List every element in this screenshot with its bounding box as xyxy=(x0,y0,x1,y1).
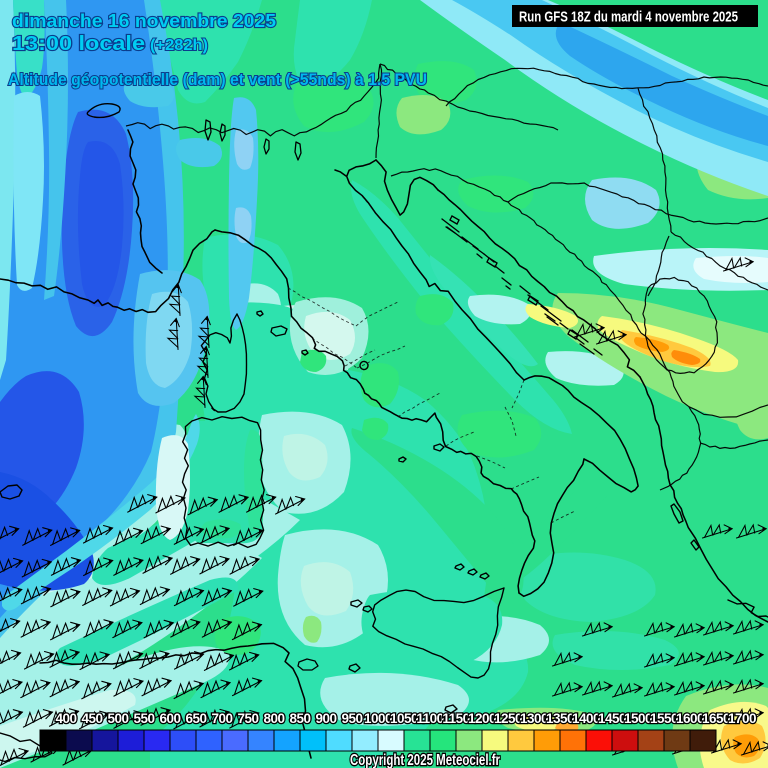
svg-text:dimanche 16 novembre 2025: dimanche 16 novembre 2025 xyxy=(12,10,276,31)
svg-text:1350: 1350 xyxy=(546,711,574,726)
svg-text:950: 950 xyxy=(341,711,362,726)
svg-text:1050: 1050 xyxy=(390,711,418,726)
svg-text:Run GFS 18Z du mardi 4 novembr: Run GFS 18Z du mardi 4 novembre 2025 xyxy=(519,9,738,26)
svg-text:1500: 1500 xyxy=(624,711,652,726)
svg-text:450: 450 xyxy=(81,711,102,726)
svg-text:Copyright 2025 Meteociel.fr: Copyright 2025 Meteociel.fr xyxy=(350,752,500,768)
svg-text:800: 800 xyxy=(263,711,284,726)
svg-text:650: 650 xyxy=(185,711,206,726)
svg-text:700: 700 xyxy=(211,711,232,726)
svg-text:400: 400 xyxy=(55,711,76,726)
svg-text:1400: 1400 xyxy=(572,711,600,726)
svg-text:1650: 1650 xyxy=(702,711,730,726)
svg-text:750: 750 xyxy=(237,711,258,726)
svg-text:1150: 1150 xyxy=(442,711,469,726)
svg-text:850: 850 xyxy=(289,711,310,726)
svg-text:1100: 1100 xyxy=(416,711,443,726)
svg-text:600: 600 xyxy=(159,711,180,726)
svg-text:550: 550 xyxy=(133,711,154,726)
svg-text:500: 500 xyxy=(107,711,128,726)
svg-text:1450: 1450 xyxy=(598,711,626,726)
svg-text:1600: 1600 xyxy=(676,711,704,726)
svg-text:1300: 1300 xyxy=(520,711,548,726)
svg-text:1700: 1700 xyxy=(728,711,756,726)
svg-text:1000: 1000 xyxy=(364,711,392,726)
svg-text:Altitude géopotentielle (dam): Altitude géopotentielle (dam) et vent (>… xyxy=(8,70,427,89)
svg-text:(+282h): (+282h) xyxy=(150,37,208,54)
svg-text:1200: 1200 xyxy=(468,711,496,726)
svg-text:1250: 1250 xyxy=(494,711,522,726)
svg-text:13:00 locale: 13:00 locale xyxy=(12,32,145,55)
svg-text:1550: 1550 xyxy=(650,711,678,726)
svg-text:900: 900 xyxy=(315,711,336,726)
